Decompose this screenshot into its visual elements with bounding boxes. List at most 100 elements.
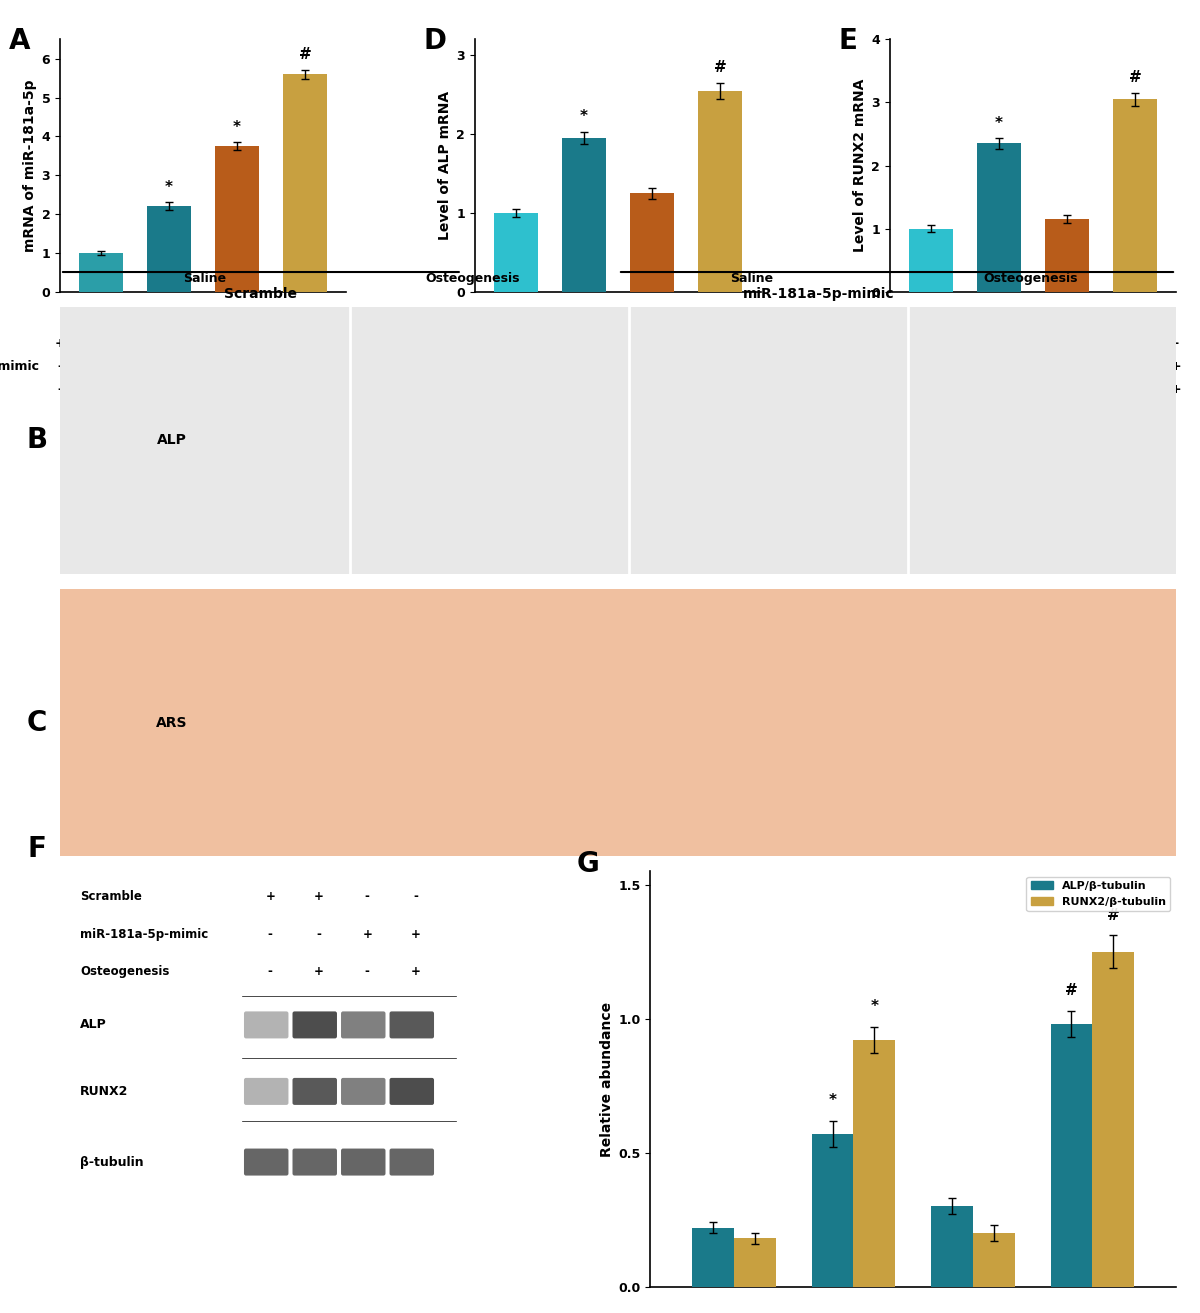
Text: -: - bbox=[317, 928, 322, 940]
Legend: ALP/β-tubulin, RUNX2/β-tubulin: ALP/β-tubulin, RUNX2/β-tubulin bbox=[1026, 877, 1170, 911]
Text: -: - bbox=[268, 928, 272, 940]
Bar bbox=[1045, 219, 1090, 291]
Text: *: * bbox=[828, 1092, 836, 1108]
Text: -: - bbox=[664, 337, 668, 351]
Bar bbox=[977, 143, 1021, 291]
Text: #: # bbox=[299, 47, 312, 62]
Text: -: - bbox=[152, 360, 158, 373]
FancyBboxPatch shape bbox=[244, 1011, 288, 1039]
FancyBboxPatch shape bbox=[293, 1149, 337, 1175]
Text: +: + bbox=[341, 360, 352, 373]
Text: -: - bbox=[568, 360, 572, 373]
Text: -: - bbox=[1078, 337, 1084, 351]
FancyBboxPatch shape bbox=[390, 1078, 434, 1106]
Text: -: - bbox=[58, 382, 62, 395]
Text: #: # bbox=[1129, 71, 1141, 85]
Text: +: + bbox=[246, 360, 256, 373]
Text: -: - bbox=[1078, 382, 1084, 395]
Text: +: + bbox=[150, 337, 161, 351]
Bar bbox=[146, 206, 191, 291]
Text: Scramble: Scramble bbox=[318, 337, 383, 351]
FancyBboxPatch shape bbox=[341, 1078, 385, 1106]
Bar bbox=[853, 1040, 895, 1287]
Text: +: + bbox=[410, 965, 421, 978]
Text: C: C bbox=[26, 709, 47, 737]
FancyBboxPatch shape bbox=[293, 1011, 337, 1039]
Text: +: + bbox=[884, 337, 895, 351]
FancyBboxPatch shape bbox=[244, 1149, 288, 1175]
Text: +: + bbox=[980, 337, 990, 351]
Bar bbox=[734, 1238, 775, 1287]
Bar bbox=[698, 91, 743, 291]
Text: B: B bbox=[26, 427, 48, 454]
Text: +: + bbox=[341, 382, 352, 395]
Text: miR-181a-5p-mimic: miR-181a-5p-mimic bbox=[732, 360, 869, 373]
Text: Saline: Saline bbox=[184, 272, 227, 285]
FancyBboxPatch shape bbox=[293, 1078, 337, 1106]
Bar bbox=[283, 75, 328, 291]
Text: -: - bbox=[58, 360, 62, 373]
Text: Osteogenesis: Osteogenesis bbox=[426, 272, 520, 285]
Text: +: + bbox=[1171, 382, 1181, 395]
Text: +: + bbox=[410, 928, 421, 940]
Text: -: - bbox=[343, 337, 349, 351]
Text: -: - bbox=[887, 382, 893, 395]
Text: -: - bbox=[758, 337, 763, 351]
Bar bbox=[493, 213, 538, 291]
Y-axis label: mRNA of miR-181a-5p: mRNA of miR-181a-5p bbox=[23, 79, 37, 252]
Bar bbox=[908, 228, 953, 291]
Text: F: F bbox=[28, 835, 47, 863]
Bar bbox=[692, 1228, 734, 1287]
Text: -: - bbox=[268, 965, 272, 978]
Text: +: + bbox=[980, 382, 990, 395]
Text: -: - bbox=[248, 337, 253, 351]
Text: β-tubulin: β-tubulin bbox=[80, 1155, 144, 1169]
Text: +: + bbox=[565, 382, 576, 395]
Bar bbox=[811, 1134, 853, 1287]
Text: -: - bbox=[473, 360, 478, 373]
Text: #: # bbox=[714, 60, 726, 75]
Text: +: + bbox=[469, 337, 480, 351]
Bar bbox=[1092, 952, 1134, 1287]
Text: Osteogenesis: Osteogenesis bbox=[318, 382, 412, 395]
Text: -: - bbox=[983, 360, 988, 373]
Text: Osteogenesis: Osteogenesis bbox=[732, 382, 827, 395]
Text: Scramble: Scramble bbox=[80, 890, 142, 903]
Y-axis label: Level of RUNX2 mRNA: Level of RUNX2 mRNA bbox=[853, 79, 868, 252]
Text: +: + bbox=[55, 337, 65, 351]
Text: -: - bbox=[248, 382, 253, 395]
Text: *: * bbox=[995, 116, 1003, 131]
Bar bbox=[931, 1207, 973, 1287]
Text: +: + bbox=[314, 965, 324, 978]
FancyBboxPatch shape bbox=[341, 1011, 385, 1039]
Text: +: + bbox=[756, 360, 767, 373]
Text: +: + bbox=[314, 890, 324, 903]
Bar bbox=[630, 193, 674, 291]
Text: E: E bbox=[839, 26, 857, 55]
Text: -: - bbox=[413, 890, 419, 903]
Text: +: + bbox=[1075, 360, 1086, 373]
Text: miR-181a-5p-mimic: miR-181a-5p-mimic bbox=[743, 288, 895, 302]
Text: G: G bbox=[577, 851, 600, 878]
Bar bbox=[215, 146, 259, 291]
Text: Saline: Saline bbox=[731, 272, 774, 285]
Text: +: + bbox=[1171, 360, 1181, 373]
Text: Osteogenesis: Osteogenesis bbox=[984, 272, 1078, 285]
Text: ALP: ALP bbox=[80, 1019, 107, 1032]
Text: -: - bbox=[473, 382, 478, 395]
Text: *: * bbox=[580, 109, 588, 123]
Text: -: - bbox=[1174, 337, 1178, 351]
Text: -: - bbox=[365, 890, 370, 903]
FancyBboxPatch shape bbox=[341, 1149, 385, 1175]
Text: Osteogenesis: Osteogenesis bbox=[80, 965, 169, 978]
Text: ALP: ALP bbox=[157, 433, 186, 448]
FancyBboxPatch shape bbox=[244, 1078, 288, 1106]
Text: miR-181a-5p-mimic: miR-181a-5p-mimic bbox=[0, 360, 38, 373]
Text: -: - bbox=[664, 382, 668, 395]
Text: RUNX2: RUNX2 bbox=[80, 1085, 128, 1098]
Text: *: * bbox=[166, 180, 173, 194]
Bar bbox=[562, 138, 606, 291]
Text: Scramble: Scramble bbox=[224, 288, 298, 302]
Text: +: + bbox=[265, 890, 275, 903]
Text: #: # bbox=[1106, 909, 1120, 923]
